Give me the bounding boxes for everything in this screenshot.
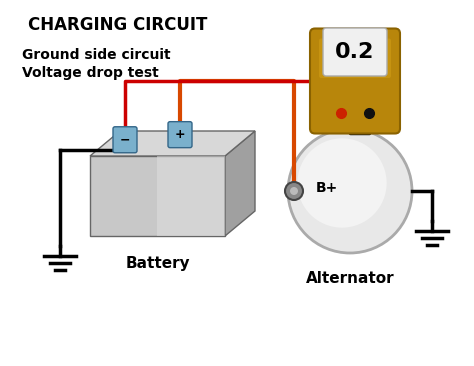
Text: Alternator: Alternator [306,271,394,286]
Text: 0.2: 0.2 [335,42,374,62]
Text: +: + [175,128,185,141]
Polygon shape [157,156,225,236]
Text: B+: B+ [316,181,338,195]
FancyBboxPatch shape [310,29,400,134]
Circle shape [285,182,303,200]
FancyBboxPatch shape [168,122,192,147]
Polygon shape [225,131,255,236]
Text: Ground side circuit: Ground side circuit [22,48,171,62]
Text: Voltage drop test: Voltage drop test [22,66,159,80]
Circle shape [297,138,387,228]
FancyBboxPatch shape [323,28,387,76]
Polygon shape [90,156,225,236]
FancyBboxPatch shape [319,38,391,78]
Text: −: − [120,133,130,146]
Circle shape [290,187,298,195]
Polygon shape [90,131,255,156]
Text: CHARGING CIRCUIT: CHARGING CIRCUIT [28,16,207,34]
FancyBboxPatch shape [113,127,137,153]
Text: Battery: Battery [125,256,190,271]
Circle shape [288,129,412,253]
